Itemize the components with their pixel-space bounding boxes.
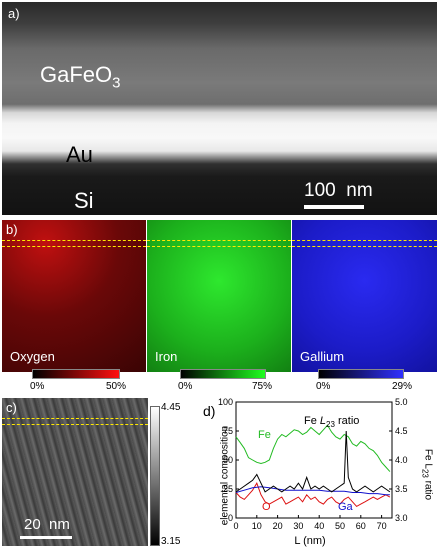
chart-y2label: Fe L23 ratio <box>421 420 434 530</box>
x-tick-label: 10 <box>252 521 262 531</box>
series-line-fe-l23-ratio <box>235 430 391 493</box>
colorbar-oxygen-min: 0% <box>30 381 45 392</box>
y2-tick-label: 3.0 <box>395 513 408 523</box>
x-tick-label: 70 <box>377 521 387 531</box>
panel-c-colorbar-max: 4.45 <box>161 402 181 413</box>
y2-tick-label: 4.5 <box>395 426 408 436</box>
annotation-ga: Ga <box>338 501 354 513</box>
layer-label-si: Si <box>74 188 94 213</box>
panel-c-scale-bar <box>20 536 72 539</box>
layer-label-gafeo3: GaFeO3 <box>40 62 120 91</box>
panel-a-label: a) <box>8 6 20 21</box>
panel-b-label: b) <box>6 222 18 237</box>
x-tick-label: 20 <box>273 521 283 531</box>
annotation-fe-l23-ratio: Fe L23 ratio <box>304 415 359 429</box>
map-oxygen-dashline-top <box>2 240 146 241</box>
panel-c-scale-bar-label: 20 nm <box>24 516 70 533</box>
panel-a-scale-bar-label: 100 nm <box>304 180 373 201</box>
annotation-o: O <box>262 501 271 513</box>
panel-a-scale-bar <box>304 205 364 209</box>
panel-b-map-gallium: Gallium <box>292 220 437 372</box>
chart-y2label-sub: 23 <box>420 468 430 478</box>
colorbar-gallium <box>318 369 404 379</box>
panel-c-dashline-top <box>2 418 148 419</box>
map-label-iron: Iron <box>155 349 178 364</box>
series-line-fe <box>235 424 391 472</box>
x-tick-label: 40 <box>314 521 324 531</box>
colorbar-iron-max: 75% <box>252 381 273 392</box>
chart-y2label-rest: ratio <box>422 477 434 501</box>
chart-plot-frame <box>235 401 393 519</box>
colorbar-gallium-max: 29% <box>392 381 413 392</box>
y2-tick-label: 3.5 <box>395 484 408 494</box>
x-tick-label: 50 <box>335 521 345 531</box>
layer-label-au: Au <box>66 142 93 167</box>
map-iron-dashline-top <box>147 240 291 241</box>
layer-label-gafeo3-sub: 3 <box>112 74 121 92</box>
colorbar-gallium-min: 0% <box>316 381 331 392</box>
x-tick-label: 60 <box>356 521 366 531</box>
x-tick-label: 0 <box>233 521 238 531</box>
layer-label-gafeo3-base: GaFeO <box>40 62 113 87</box>
series-line-ga <box>235 486 390 496</box>
x-tick-label: 30 <box>293 521 303 531</box>
y-tick-label: 100 <box>218 397 233 407</box>
panel-c-colorbar <box>150 406 160 546</box>
colorbar-oxygen-max: 50% <box>106 381 127 392</box>
panel-b-map-oxygen: b) Oxygen <box>2 220 146 372</box>
panel-c-label: c) <box>6 400 17 415</box>
chart-y2label-base: Fe L <box>422 448 434 469</box>
y2-tick-label: 5.0 <box>395 397 408 407</box>
panel-d-label: d) <box>203 403 216 419</box>
panel-c-dashline-bottom <box>2 424 148 425</box>
panel-b-map-iron: Iron <box>147 220 291 372</box>
colorbar-oxygen <box>32 369 120 379</box>
chart-ylabel: elemental composition <box>219 425 231 526</box>
colorbar-iron-min: 0% <box>178 381 193 392</box>
map-label-oxygen: Oxygen <box>10 349 55 364</box>
panel-c-colorbar-min: 3.15 <box>161 536 181 547</box>
map-gallium-dashline-top <box>292 240 437 241</box>
map-label-gallium: Gallium <box>300 349 345 364</box>
panel-a-tem-image: a) GaFeO3 Au Si 100 nm <box>2 2 437 215</box>
y2-tick-label: 4.0 <box>395 455 408 465</box>
map-oxygen-dashline-bottom <box>2 246 146 247</box>
map-iron-dashline-bottom <box>147 246 291 247</box>
annotation-fe: Fe <box>258 429 271 441</box>
chart-xlabel: L (nm) <box>294 535 326 547</box>
panel-c-ratio-map: c) 20 nm <box>2 398 148 546</box>
map-gallium-dashline-bottom <box>292 246 437 247</box>
series-line-o <box>235 482 391 508</box>
colorbar-iron <box>180 369 266 379</box>
